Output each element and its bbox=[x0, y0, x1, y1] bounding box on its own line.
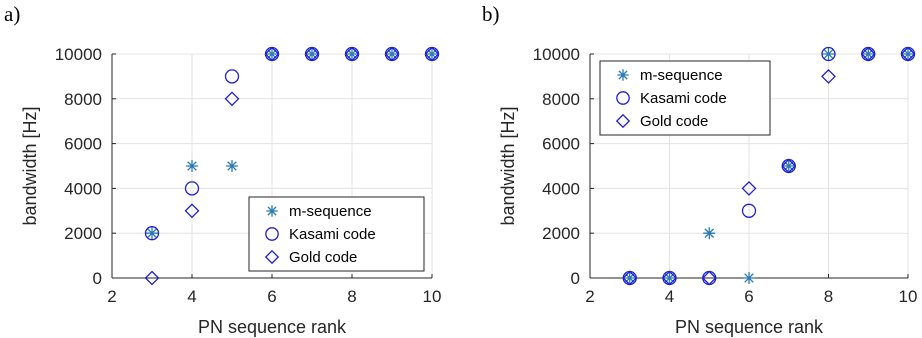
x-tick-label: 4 bbox=[187, 287, 196, 306]
y-tick-label: 2000 bbox=[542, 224, 580, 243]
data-point bbox=[743, 272, 755, 284]
legend-label: Kasami code bbox=[289, 226, 376, 243]
data-point bbox=[184, 181, 200, 196]
data-point bbox=[622, 270, 638, 286]
data-point bbox=[426, 48, 438, 60]
data-point bbox=[741, 203, 757, 218]
y-tick-label: 6000 bbox=[542, 135, 580, 154]
data-point bbox=[662, 270, 677, 286]
legend-marker bbox=[616, 91, 630, 105]
data-point bbox=[306, 48, 318, 60]
legend-marker bbox=[265, 227, 279, 241]
data-point bbox=[184, 203, 200, 219]
x-tick-label: 8 bbox=[824, 287, 833, 306]
data-point bbox=[384, 46, 400, 62]
y-tick-label: 8000 bbox=[64, 90, 102, 109]
y-tick-label: 0 bbox=[571, 269, 580, 288]
data-point bbox=[186, 160, 198, 172]
series-m-sequence bbox=[623, 48, 914, 284]
data-point bbox=[424, 46, 440, 62]
data-point bbox=[781, 158, 797, 174]
legend-label: Gold code bbox=[289, 249, 357, 266]
y-axis-label: bandwidth [Hz] bbox=[498, 106, 518, 225]
y-tick-label: 4000 bbox=[542, 179, 580, 198]
x-axis-label: PN sequence rank bbox=[675, 317, 824, 337]
x-tick-label: 2 bbox=[585, 287, 594, 306]
data-point bbox=[701, 270, 717, 286]
x-tick-label: 6 bbox=[744, 287, 753, 306]
data-point bbox=[741, 180, 757, 196]
data-point bbox=[264, 46, 280, 62]
y-tick-label: 10000 bbox=[55, 45, 102, 64]
y-axis-label: bandwidth [Hz] bbox=[20, 106, 40, 225]
data-point bbox=[902, 48, 914, 60]
data-point bbox=[860, 46, 876, 62]
data-point bbox=[144, 226, 160, 241]
data-point bbox=[224, 69, 240, 84]
data-point bbox=[386, 48, 398, 60]
data-point bbox=[224, 91, 240, 107]
legend-marker bbox=[264, 249, 280, 265]
legend-marker bbox=[617, 69, 629, 81]
x-tick-label: 8 bbox=[347, 287, 356, 306]
legend: m-sequence Kasami code Gold code bbox=[599, 60, 771, 136]
y-tick-label: 8000 bbox=[542, 90, 580, 109]
legend-label: m-sequence bbox=[640, 67, 723, 84]
series-gold-code bbox=[622, 46, 916, 286]
data-point bbox=[703, 227, 716, 240]
data-point bbox=[663, 272, 676, 284]
panel-label: b) bbox=[482, 2, 500, 26]
data-point bbox=[862, 48, 875, 60]
y-tick-label: 4000 bbox=[64, 179, 102, 198]
series-gold-code bbox=[144, 46, 440, 286]
data-point bbox=[226, 160, 238, 172]
data-point bbox=[344, 46, 360, 62]
data-point bbox=[266, 48, 278, 60]
x-tick-label: 6 bbox=[267, 287, 276, 306]
x-tick-label: 10 bbox=[899, 287, 918, 306]
x-tick-label: 2 bbox=[107, 287, 116, 306]
legend-marker bbox=[266, 205, 278, 217]
y-tick-label: 6000 bbox=[64, 135, 102, 154]
x-axis-label: PN sequence rank bbox=[198, 317, 347, 337]
series-m-sequence bbox=[146, 48, 438, 240]
data-point bbox=[346, 48, 358, 60]
data-point bbox=[623, 272, 636, 284]
data-point bbox=[821, 68, 836, 84]
y-tick-label: 2000 bbox=[64, 224, 102, 243]
x-tick-label: 4 bbox=[665, 287, 674, 306]
y-tick-label: 0 bbox=[93, 269, 102, 288]
chart-panel-1: a) 2 4 6 8 10 0 2000 4000 6000 8000 10000 PN sequenc… bbox=[4, 2, 441, 337]
data-point bbox=[304, 46, 320, 62]
y-tick-label: 10000 bbox=[533, 45, 580, 64]
legend-label: Gold code bbox=[640, 113, 708, 130]
x-tick-label: 10 bbox=[423, 287, 442, 306]
chart-panel-2: b) 2 4 6 8 10 0 2000 4000 6000 8000 10000 PN sequenc… bbox=[482, 2, 917, 337]
data-point bbox=[822, 48, 835, 60]
legend-label: Kasami code bbox=[640, 90, 727, 107]
data-point bbox=[146, 227, 158, 240]
legend-label: m-sequence bbox=[289, 203, 372, 220]
panel-label: a) bbox=[4, 2, 20, 26]
data-point bbox=[900, 46, 916, 62]
data-point bbox=[821, 46, 836, 62]
legend-marker bbox=[615, 113, 631, 129]
data-point bbox=[782, 160, 795, 172]
data-point bbox=[144, 270, 160, 286]
legend: m-sequence Kasami code Gold code bbox=[248, 196, 425, 272]
